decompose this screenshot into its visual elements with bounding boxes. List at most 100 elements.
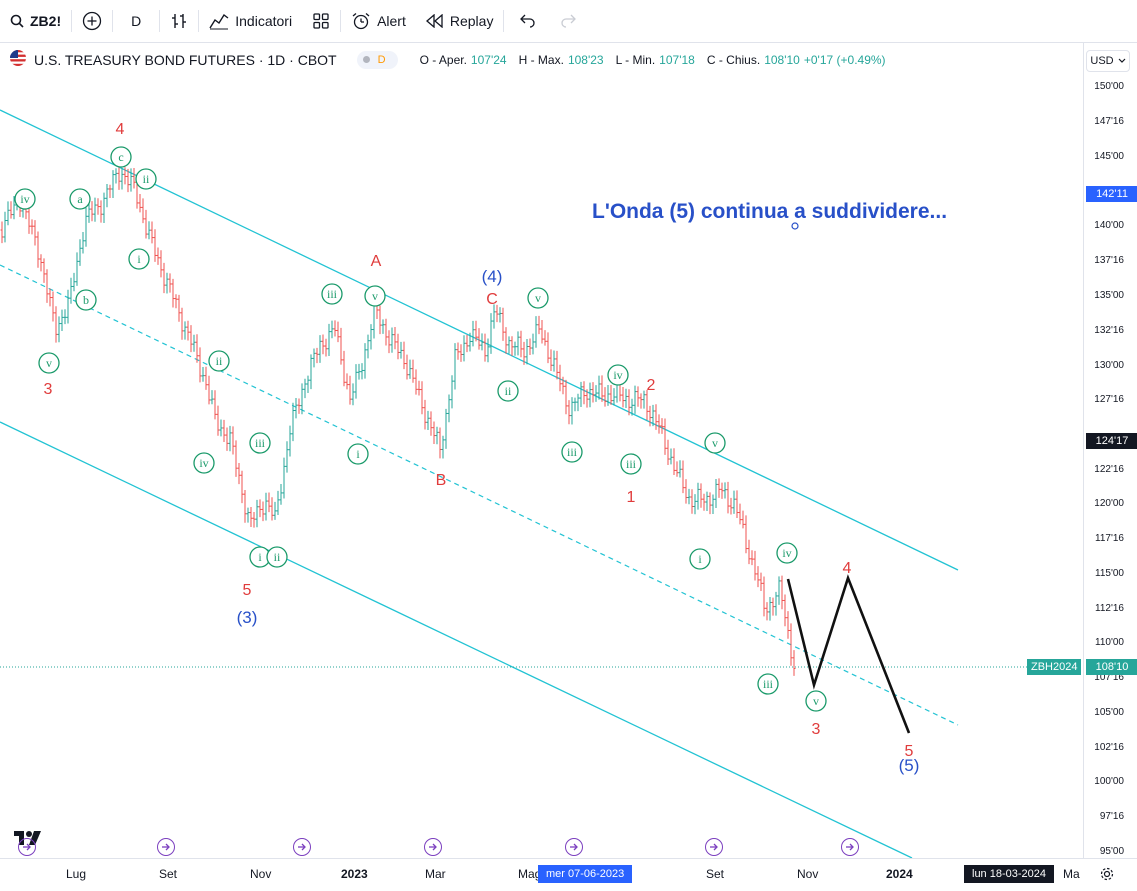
- time-tick-label: Set: [706, 867, 725, 881]
- symbol-search[interactable]: ZB2!: [0, 0, 71, 42]
- wave-label-circle[interactable]: a: [69, 188, 91, 210]
- divider: [112, 10, 114, 32]
- wave-label-circle[interactable]: i: [689, 548, 711, 570]
- wave-label: ii: [274, 550, 281, 564]
- divider: [71, 10, 73, 32]
- event-marker-icon[interactable]: [18, 838, 36, 856]
- event-marker-icon[interactable]: [841, 838, 859, 856]
- wave-label-circle[interactable]: ii: [208, 350, 230, 372]
- wave-label: 5: [905, 743, 914, 760]
- wave-label-circle[interactable]: iii: [757, 673, 779, 695]
- currency-selector[interactable]: USD: [1086, 50, 1130, 72]
- interval-button[interactable]: D: [113, 0, 159, 42]
- event-marker-icon[interactable]: [293, 838, 311, 856]
- price-tick-label: 110'00: [1095, 637, 1124, 648]
- gear-icon: [1100, 867, 1114, 885]
- wave-label-circle[interactable]: iv: [14, 188, 36, 210]
- wave-label-circle[interactable]: c: [110, 146, 132, 168]
- current-price-tag: 142'11: [1086, 186, 1137, 202]
- wave-label: (4): [482, 267, 503, 286]
- wave-label: B: [436, 472, 447, 489]
- channel-lower-line[interactable]: [0, 421, 913, 858]
- wave-label: 3: [812, 721, 821, 738]
- redo-button[interactable]: [550, 0, 588, 42]
- market-status[interactable]: D: [356, 50, 398, 69]
- wave-label: i: [698, 552, 702, 566]
- wave-label: v: [813, 694, 819, 708]
- wave-label-circle[interactable]: iii: [249, 432, 271, 454]
- wave-label: b: [83, 293, 89, 307]
- price-tick-label: 115'00: [1095, 568, 1124, 579]
- wave-label-circle[interactable]: b: [75, 289, 97, 311]
- time-scale[interactable]: Lug Set Nov 2023 Mar Mag Set Nov 2024 Ma mer 07-0…: [0, 858, 1137, 891]
- price-tick-label: 145'00: [1094, 151, 1124, 162]
- symbol-tag: ZBH2024: [1027, 659, 1082, 675]
- replay-button[interactable]: Replay: [416, 0, 504, 42]
- time-tick-label: Lug: [66, 867, 87, 881]
- wave-label-circle[interactable]: iii: [321, 283, 343, 305]
- divider: [503, 10, 505, 32]
- indicators-button[interactable]: Indicatori: [199, 0, 302, 42]
- wave-label-circle[interactable]: iii: [620, 453, 642, 475]
- wave-label: iii: [255, 436, 266, 450]
- chart-type-button[interactable]: [160, 0, 198, 42]
- wave-label: v: [46, 356, 52, 370]
- price-tick-label: 130'00: [1094, 360, 1124, 371]
- end-date-tag: lun 18-03-2024: [964, 865, 1055, 883]
- indicators-icon: [209, 12, 229, 30]
- event-marker-icon[interactable]: [424, 838, 442, 856]
- wave-label-circle[interactable]: v: [805, 690, 827, 712]
- price-tick-label: 105'00: [1094, 707, 1124, 718]
- wave-label: ii: [216, 354, 223, 368]
- wave-label-circle[interactable]: i: [347, 443, 369, 465]
- event-marker-icon[interactable]: [565, 838, 583, 856]
- wave-label-circle[interactable]: v: [364, 285, 386, 307]
- legend-title[interactable]: U.S. TREASURY BOND FUTURES · 1D · CBOT: [34, 51, 337, 68]
- undo-button[interactable]: [504, 0, 550, 42]
- wave-label-circle[interactable]: iv: [776, 542, 798, 564]
- wave-label: i: [258, 550, 262, 564]
- wave-label: 4: [116, 121, 125, 138]
- wave-label: iii: [327, 287, 338, 301]
- currency-label: USD: [1090, 55, 1114, 67]
- event-marker-icon[interactable]: [705, 838, 723, 856]
- wave-label-circle[interactable]: ii: [266, 546, 288, 568]
- projection-path[interactable]: [786, 574, 911, 734]
- wave-label-circle[interactable]: v: [704, 432, 726, 454]
- wave-label: iii: [567, 445, 578, 459]
- wave-label-circle[interactable]: iv: [193, 452, 215, 474]
- wave-label-circle[interactable]: v: [527, 287, 549, 309]
- annotation-text[interactable]: L'Onda (5) continua a suddividere...: [592, 200, 947, 223]
- price-tick-label: 97'16: [1099, 811, 1124, 822]
- wave-label: i: [137, 252, 141, 266]
- price-scale[interactable]: 150'00147'16145'00142'16140'00137'16135'…: [1083, 43, 1137, 879]
- wave-label-circle[interactable]: iii: [561, 441, 583, 463]
- compare-button[interactable]: [72, 0, 112, 42]
- wave-label-circle[interactable]: v: [38, 352, 60, 374]
- crosshair-price-tag: 124'17: [1086, 433, 1137, 449]
- layouts-button[interactable]: [302, 0, 340, 42]
- grid-icon: [312, 12, 330, 30]
- alert-button[interactable]: Alert: [341, 0, 416, 42]
- time-tick-label: Set: [159, 867, 178, 881]
- price-chart[interactable]: L'Onda (5) continua a suddividere... 4 3…: [0, 43, 1083, 858]
- price-tick-label: 120'00: [1094, 498, 1124, 509]
- time-settings-button[interactable]: [1100, 867, 1114, 886]
- chart-pane[interactable]: L'Onda (5) continua a suddividere... 4 3…: [0, 43, 1083, 858]
- wave-label-circle[interactable]: ii: [497, 380, 519, 402]
- replay-label: Replay: [449, 13, 494, 29]
- crosshair-date-tag: mer 07-06-2023: [538, 865, 633, 883]
- wave-label-circle[interactable]: iv: [607, 364, 629, 386]
- high-value: 108'23: [567, 52, 604, 67]
- time-tick-label: Ma: [1063, 867, 1080, 881]
- wave-label-circle[interactable]: ii: [135, 168, 157, 190]
- open-label: O - Aper.: [419, 52, 467, 67]
- wave-label: 2: [647, 377, 656, 394]
- event-marker-icon[interactable]: [157, 838, 175, 856]
- wave-label: v: [712, 436, 718, 450]
- wave-label-circle[interactable]: i: [128, 248, 150, 270]
- price-tick-label: 112'16: [1095, 603, 1124, 614]
- low-label: L - Min.: [615, 52, 656, 67]
- channel-median-line[interactable]: [0, 264, 959, 726]
